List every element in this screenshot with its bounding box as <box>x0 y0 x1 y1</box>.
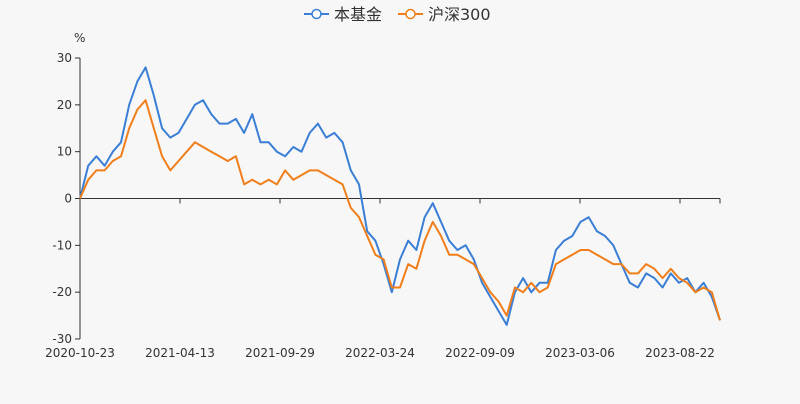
legend-marker-icon <box>311 8 322 20</box>
x-tick-label: 2023-03-06 <box>545 346 615 360</box>
series-line-1[interactable] <box>79 99 721 321</box>
x-tick-label: 2021-09-29 <box>245 346 315 360</box>
x-axis: 2020-10-23 2021-04-13 2021-09-29 2022-03-24… <box>45 198 721 360</box>
legend-item-1[interactable]: 沪深300 <box>398 5 491 24</box>
x-tick-label: 2020-10-23 <box>45 346 115 360</box>
legend-marker-icon <box>405 8 416 20</box>
y-tick-label: -30 <box>52 332 72 346</box>
y-tick-label: -20 <box>52 285 72 299</box>
y-tick-label: 30 <box>57 51 72 65</box>
x-tick-label: 2022-03-24 <box>345 346 415 360</box>
y-axis-unit-label: % <box>74 31 85 45</box>
legend-item-0[interactable]: 本基金 <box>304 5 382 24</box>
x-tick-label: 2022-09-09 <box>445 346 515 360</box>
series-layer <box>79 66 721 326</box>
y-tick-label: 10 <box>57 145 72 159</box>
legend-label: 本基金 <box>334 5 382 24</box>
x-tick-label: 2021-04-13 <box>145 346 215 360</box>
legend-label: 沪深300 <box>428 5 491 24</box>
x-tick-label: 2023-08-22 <box>645 346 715 360</box>
y-tick-label: -10 <box>52 238 72 252</box>
series-line-0[interactable] <box>79 66 721 326</box>
y-tick-label: 0 <box>64 192 72 206</box>
legend[interactable]: 本基金 沪深300 <box>304 5 491 24</box>
y-axis: 30 20 10 0 -10 -20 -30 <box>52 51 81 346</box>
y-tick-label: 20 <box>57 98 72 112</box>
